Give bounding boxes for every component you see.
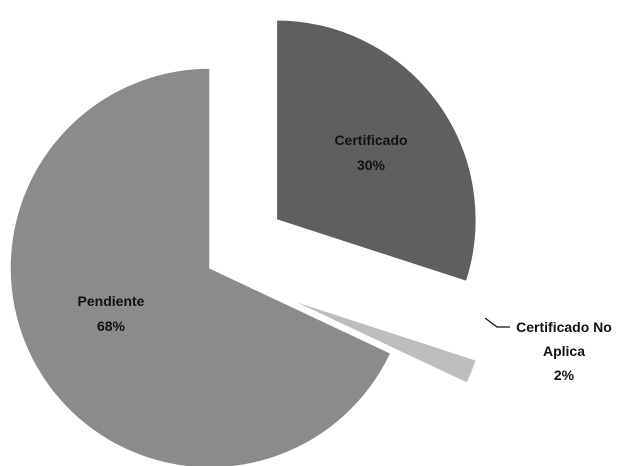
label-certificado-no-aplica-line2: Aplica	[543, 343, 585, 359]
label-pendiente-pct: 68%	[97, 318, 126, 334]
label-pendiente: Pendiente 68%	[78, 293, 145, 334]
pie-slice-pendiente	[9, 67, 392, 466]
label-certificado-name: Certificado	[334, 132, 407, 148]
pie-slices	[9, 19, 478, 466]
label-certificado-pct: 30%	[357, 157, 386, 173]
leader-line	[484, 317, 510, 328]
label-certificado-no-aplica-line1: Certificado No	[516, 319, 612, 335]
label-pendiente-name: Pendiente	[78, 293, 145, 309]
label-certificado: Certificado 30%	[334, 132, 407, 173]
pie-slice-certificado	[275, 19, 478, 283]
label-certificado-no-aplica-pct: 2%	[554, 367, 575, 383]
pie-slice-certificado-no-aplica	[285, 297, 478, 385]
label-certificado-no-aplica: Certificado No Aplica 2%	[484, 317, 612, 383]
